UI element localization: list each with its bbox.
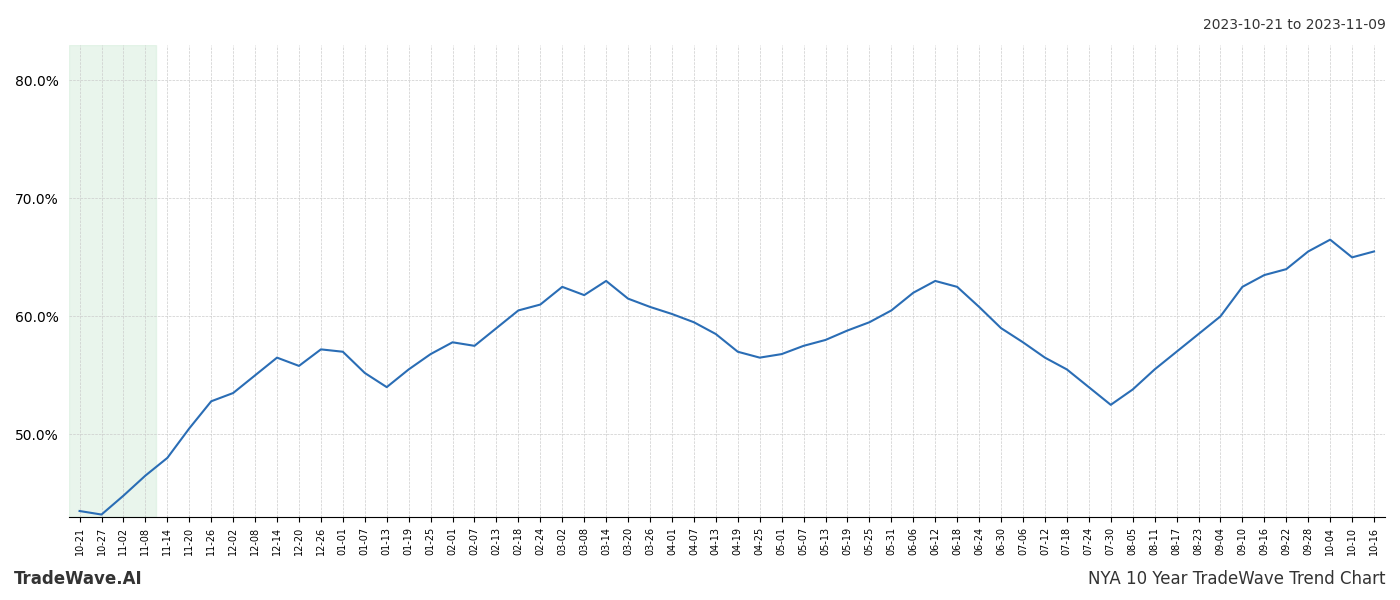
- Text: NYA 10 Year TradeWave Trend Chart: NYA 10 Year TradeWave Trend Chart: [1089, 570, 1386, 588]
- Text: TradeWave.AI: TradeWave.AI: [14, 570, 143, 588]
- Text: 2023-10-21 to 2023-11-09: 2023-10-21 to 2023-11-09: [1203, 18, 1386, 32]
- Bar: [69, 45, 157, 517]
